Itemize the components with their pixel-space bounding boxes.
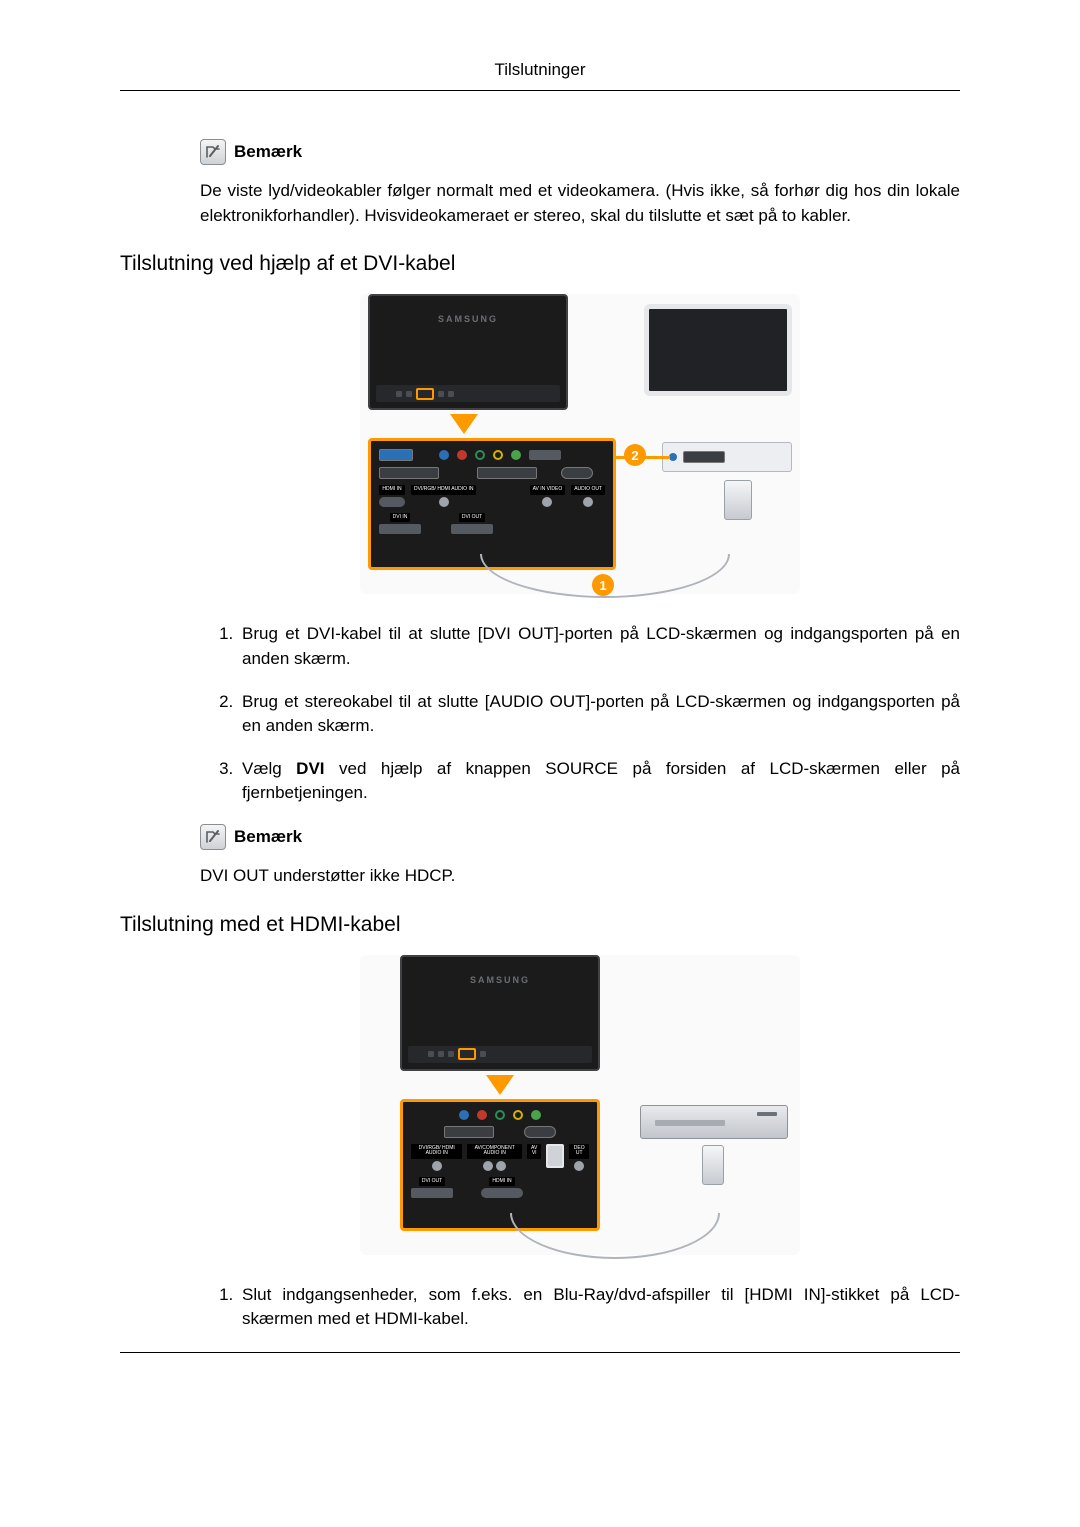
section-title-hdmi: Tilslutning med et HDMI-kabel	[120, 913, 960, 937]
diagram-dvi: SAMSUNG	[360, 294, 800, 594]
note-text: De viste lyd/videokabler følger normalt …	[200, 179, 960, 228]
note-icon	[200, 824, 226, 850]
hdmi-plug-icon	[702, 1145, 724, 1185]
port-label: DVI OUT	[459, 513, 485, 523]
note-block: Bemærk	[200, 139, 960, 165]
highlight-port-icon	[416, 388, 434, 400]
step-item: Vælg DVI ved hjælp af knappen SOURCE på …	[238, 757, 960, 806]
page-header: Tilslutninger	[120, 60, 960, 91]
highlight-port-icon	[458, 1048, 476, 1060]
port-label: AUDIO OUT	[571, 485, 605, 495]
monitor-brand: SAMSUNG	[370, 296, 566, 324]
bd-dvd-player-icon	[640, 1105, 788, 1139]
port-label: HDMI IN	[379, 485, 404, 495]
port-label: AV VI	[527, 1144, 541, 1159]
port-label: AV/COMPONENT AUDIO IN	[467, 1144, 522, 1159]
arrow-down-icon	[450, 414, 478, 434]
steps-list-hdmi: Slut indgangsenheder, som f.eks. en Blu-…	[200, 1283, 960, 1332]
section-title-dvi: Tilslutning ved hjælp af et DVI-kabel	[120, 252, 960, 276]
external-port-box	[662, 442, 792, 472]
figure-hdmi: SAMSUNG	[200, 955, 960, 1255]
port-label: DVI/RGB/ HDMI AUDIO IN	[411, 485, 476, 495]
callout-marker: 2	[624, 444, 646, 466]
step-item: Brug et stereokabel til at slutte [AUDIO…	[238, 690, 960, 739]
steps-list-dvi: Brug et DVI-kabel til at slutte [DVI OUT…	[200, 622, 960, 806]
port-label: HDMI IN	[489, 1177, 514, 1187]
port-panel: DVI/RGB/ HDMI AUDIO IN AV/COMPONENT AUDI…	[400, 1099, 600, 1231]
figure-dvi: SAMSUNG	[200, 294, 960, 594]
note-block: Bemærk	[200, 824, 960, 850]
header-title: Tilslutninger	[494, 60, 585, 79]
cable-curve-icon	[510, 1213, 720, 1259]
secondary-screen-icon	[644, 304, 792, 396]
diagram-hdmi: SAMSUNG	[360, 955, 800, 1255]
dvi-plug-icon	[724, 480, 752, 520]
port-label: DVI IN	[390, 513, 411, 523]
monitor-brand: SAMSUNG	[402, 957, 598, 985]
note-text: DVI OUT understøtter ikke HDCP.	[200, 864, 960, 889]
step-item: Brug et DVI-kabel til at slutte [DVI OUT…	[238, 622, 960, 671]
port-label: DEO UT	[569, 1144, 589, 1159]
footer-rule	[120, 1352, 960, 1353]
port-label: DVI OUT	[419, 1177, 445, 1187]
note-label: Bemærk	[234, 142, 302, 162]
port-label: DVI/RGB/ HDMI AUDIO IN	[411, 1144, 462, 1159]
step-text: Vælg DVI ved hjælp af knappen SOURCE på …	[242, 759, 960, 803]
arrow-down-icon	[486, 1075, 514, 1095]
port-label: AV IN VIDEO	[530, 485, 566, 495]
port-panel: HDMI IN DVI/RGB/ HDMI AUDIO IN AV IN VID…	[368, 438, 616, 570]
step-item: Slut indgangsenheder, som f.eks. en Blu-…	[238, 1283, 960, 1332]
note-label: Bemærk	[234, 827, 302, 847]
note-icon	[200, 139, 226, 165]
